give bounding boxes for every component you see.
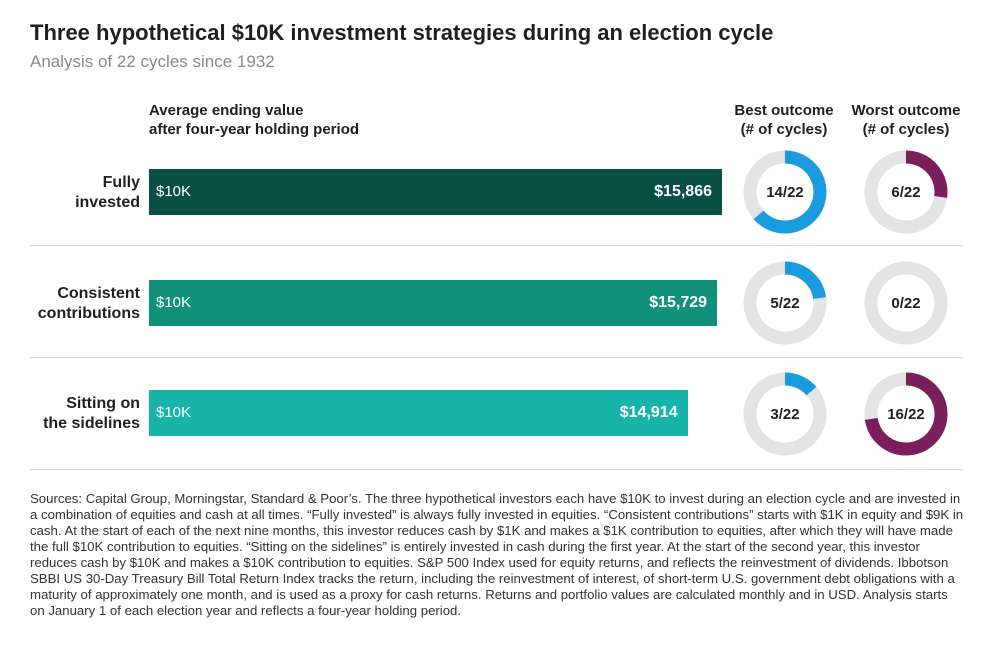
sources-footnote: Sources: Capital Group, Morningstar, Sta… (30, 491, 964, 618)
worst-outcome-donut-sitting-on-the-sidelines: 16/22 (864, 372, 948, 456)
best-outcome-label: 14/22 (766, 184, 804, 201)
bar-fully-invested: $10K $15,866 (149, 169, 722, 215)
worst-outcome-header-line-2: (# of cycles) (862, 121, 950, 138)
row-label-fully-invested: Fully invested (20, 173, 140, 213)
bar-start-label: $10K (156, 294, 192, 311)
worst-outcome-label: 0/22 (891, 295, 920, 312)
worst-outcome-label: 16/22 (887, 406, 925, 423)
donut-arc (784, 261, 827, 300)
donut-arc (864, 372, 948, 456)
row-divider (30, 245, 963, 246)
best-outcome-header-line-2: (# of cycles) (740, 121, 828, 138)
worst-outcome-donut-fully-invested: 6/22 (864, 150, 948, 234)
best-outcome-label: 5/22 (770, 295, 799, 312)
donut-arc (753, 150, 827, 234)
row-label-line: the sidelines (43, 415, 140, 432)
donut-arc (784, 372, 817, 396)
worst-outcome-donut-consistent-contributions: 0/22 (864, 261, 948, 345)
row-divider (30, 357, 963, 358)
bar-value-label: $15,729 (649, 294, 708, 311)
row-label-consistent-contributions: Consistent contributions (20, 284, 140, 324)
row-label-sitting-on-the-sidelines: Sitting on the sidelines (20, 394, 140, 434)
worst-outcome-label: 6/22 (891, 184, 920, 201)
bar-value-label: $15,866 (654, 183, 712, 200)
best-outcome-donut-fully-invested: 14/22 (743, 150, 827, 234)
donut-track (864, 261, 948, 345)
best-outcome-label: 3/22 (770, 406, 799, 423)
row-divider (30, 469, 963, 470)
bar-value-label: $14,914 (619, 404, 678, 421)
average-value-header-line-1: Average ending value (149, 102, 304, 119)
chart-title: Three hypothetical $10K investment strat… (30, 20, 774, 45)
average-value-header-line-2: after four-year holding period (149, 121, 360, 138)
donut-arc (905, 150, 948, 198)
bar-sitting-on-the-sidelines: $10K $14,914 (149, 390, 688, 436)
best-outcome-header-line-1: Best outcome (734, 102, 834, 119)
bar-consistent-contributions: $10K $15,729 (149, 280, 718, 326)
row-label-line: contributions (37, 305, 140, 322)
best-outcome-donut-sitting-on-the-sidelines: 3/22 (743, 372, 827, 456)
best-outcome-donut-consistent-contributions: 5/22 (743, 261, 827, 345)
worst-outcome-header-line-1: Worst outcome (851, 102, 961, 119)
row-label-line: Consistent (57, 285, 140, 302)
average-value-header: Average ending value after four-year hol… (149, 101, 359, 139)
row-label-line: Fully (102, 174, 140, 191)
worst-outcome-header: Worst outcome (# of cycles) (846, 101, 966, 139)
bar-start-label: $10K (156, 404, 192, 421)
bar-start-label: $10K (156, 183, 192, 200)
row-label-line: Sitting on (66, 395, 140, 412)
row-label-line: invested (75, 194, 140, 211)
best-outcome-header: Best outcome (# of cycles) (728, 101, 840, 139)
chart-subtitle: Analysis of 22 cycles since 1932 (30, 52, 275, 71)
